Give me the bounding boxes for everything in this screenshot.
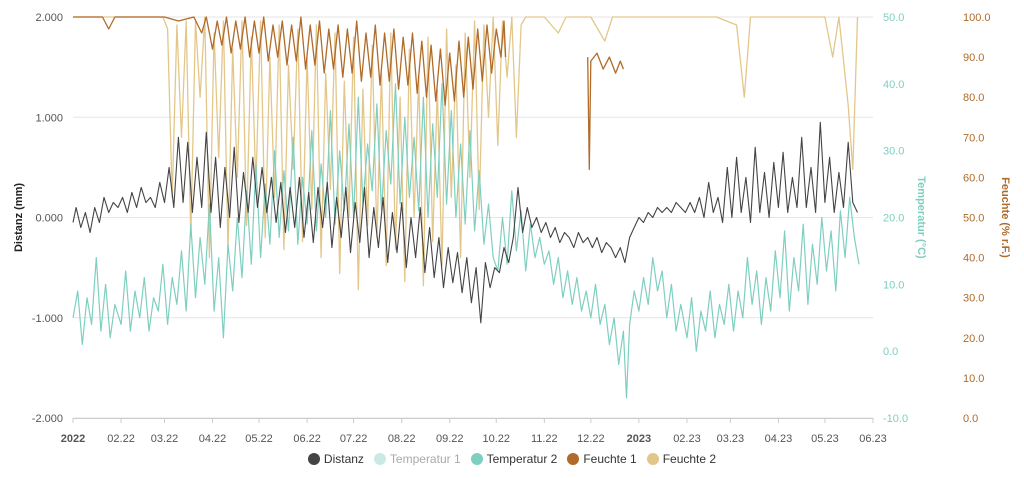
y-humidity-tick-label: 60.0 <box>963 172 984 184</box>
y-humidity-tick-label: 70.0 <box>963 132 984 144</box>
x-tick-label: 06.23 <box>859 433 887 445</box>
legend-item-temperatur-2[interactable]: Temperatur 2 <box>470 452 558 466</box>
y-humidity-axis-title: Feuchte (% r.F.) <box>999 177 1011 258</box>
y-humidity-tick-label: 80.0 <box>963 92 984 104</box>
x-tick-label: 05.22 <box>245 433 273 445</box>
x-tick-label: 03.22 <box>151 433 179 445</box>
x-tick-label: 03.23 <box>717 433 745 445</box>
x-tick-label: 12.22 <box>577 433 605 445</box>
series-line-distanz <box>72 121 858 324</box>
x-tick-label: 04.23 <box>765 433 793 445</box>
legend-marker <box>307 453 320 465</box>
y-temp-tick-label: -10.0 <box>883 413 908 425</box>
legend-item-distanz[interactable]: Distanz <box>307 452 364 466</box>
y-humidity-tick-label: 10.0 <box>963 373 984 385</box>
y-humidity-tick-label: 90.0 <box>963 52 984 64</box>
series-group <box>72 16 860 399</box>
y-axis-left: -2.000 -1.000 0.000 1.000 2.000 Distanz (mm) <box>13 12 63 425</box>
x-tick-label: 07.22 <box>340 433 368 445</box>
y-left-axis-title: Distanz (mm) <box>13 183 25 252</box>
x-axis-ticks: 2022 02.22 03.22 04.22 05.22 06.22 07.22 08.22 0… <box>61 418 887 445</box>
y-humidity-tick-label: 40.0 <box>963 253 984 265</box>
y-temp-axis-title: Temperatur (°C) <box>915 176 927 259</box>
legend-item-temperatur-1[interactable]: Temperatur 1 <box>373 452 461 466</box>
y-humidity-tick-label: 50.0 <box>963 213 984 225</box>
y-humidity-tick-label: 20.0 <box>963 333 984 345</box>
x-tick-label: 06.22 <box>293 433 321 445</box>
x-tick-label: 02.23 <box>673 433 701 445</box>
series-line-feuchte-1 <box>587 52 625 171</box>
y-humidity-tick-label: 30.0 <box>963 293 984 305</box>
legend-label: Feuchte 2 <box>662 452 717 466</box>
x-tick-label: 2022 <box>61 433 85 445</box>
legend-marker <box>373 453 386 465</box>
x-tick-label: 09.22 <box>436 433 464 445</box>
y-temp-tick-label: 20.0 <box>883 213 904 225</box>
legend: Distanz Temperatur 1 Temperatur 2 Feuchte 1… <box>0 452 1024 466</box>
x-tick-label: 02.22 <box>107 433 135 445</box>
y-left-tick-label: 0.000 <box>35 213 63 225</box>
legend-label: Temperatur 2 <box>486 452 558 466</box>
y-axis-humidity: 0.0 10.0 20.0 30.0 40.0 50.0 60.0 70.0 80.0 90.0 1… <box>963 12 1011 425</box>
y-temp-tick-label: 50.0 <box>883 12 904 24</box>
legend-marker <box>567 453 580 465</box>
legend-label: Feuchte 1 <box>583 452 637 466</box>
x-tick-label: 10.22 <box>482 433 510 445</box>
series-line-feuchte-2 <box>73 16 859 291</box>
legend-item-feuchte-2[interactable]: Feuchte 2 <box>646 452 717 466</box>
y-temp-tick-label: 30.0 <box>883 146 904 158</box>
x-tick-label: 05.23 <box>811 433 839 445</box>
x-tick-label: 04.22 <box>199 433 227 445</box>
legend-label: Temperatur 1 <box>389 452 461 466</box>
series-line-feuchte-1 <box>73 16 507 106</box>
y-temp-tick-label: 0.0 <box>883 346 898 358</box>
x-tick-label: 08.22 <box>388 433 416 445</box>
chart-svg: 2022 02.22 03.22 04.22 05.22 06.22 07.22 08.22 0… <box>13 12 1011 445</box>
y-axis-temperature: -10.0 0.0 10.0 20.0 30.0 40.0 50.0 Temperatur (… <box>883 12 927 425</box>
y-humidity-tick-label: 100.0 <box>963 12 991 24</box>
y-left-tick-label: -1.000 <box>32 313 63 325</box>
legend-item-feuchte-1[interactable]: Feuchte 1 <box>567 452 637 466</box>
y-humidity-tick-label: 0.0 <box>963 413 978 425</box>
y-left-tick-label: 1.000 <box>35 112 63 124</box>
x-tick-label: 2023 <box>627 433 651 445</box>
legend-label: Distanz <box>323 452 364 466</box>
x-tick-label: 11.22 <box>531 433 558 445</box>
y-left-tick-label: 2.000 <box>35 12 63 24</box>
series-line-temperatur-2 <box>72 83 860 399</box>
y-left-tick-label: -2.000 <box>32 413 63 425</box>
legend-marker <box>470 453 483 465</box>
legend-marker <box>646 453 659 465</box>
y-temp-tick-label: 10.0 <box>883 279 904 291</box>
y-temp-tick-label: 40.0 <box>883 79 904 91</box>
